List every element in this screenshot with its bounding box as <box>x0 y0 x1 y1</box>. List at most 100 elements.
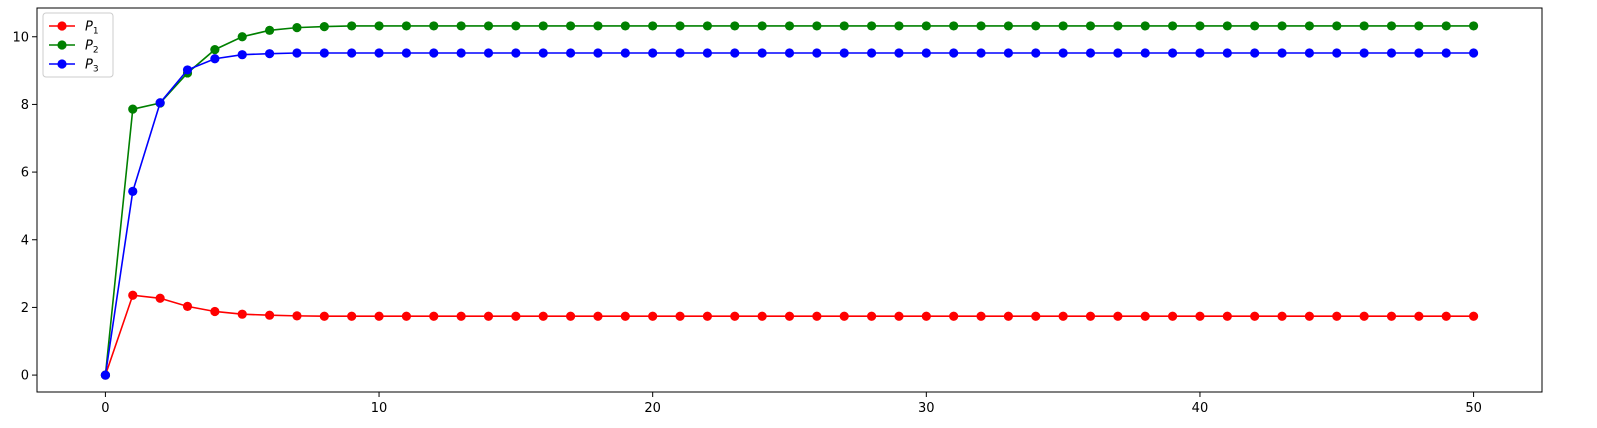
data-point <box>839 48 849 58</box>
data-point <box>210 54 220 64</box>
data-point <box>1277 48 1287 58</box>
data-point <box>264 49 275 59</box>
data-point <box>812 21 822 31</box>
data-point <box>866 21 877 31</box>
data-point <box>1250 48 1260 58</box>
axes-frame <box>36 7 1543 393</box>
legend-item: P1 <box>49 20 99 37</box>
data-point <box>1003 21 1014 31</box>
data-point <box>565 21 576 31</box>
data-point <box>210 45 220 55</box>
data-point <box>648 311 658 321</box>
data-point <box>456 311 466 321</box>
data-point <box>483 311 494 321</box>
data-point <box>1031 311 1041 321</box>
legend-label: P1 <box>85 20 99 37</box>
data-point <box>1113 21 1123 31</box>
data-point <box>538 21 548 31</box>
data-point <box>456 48 466 58</box>
data-point <box>1250 21 1260 31</box>
data-point <box>511 311 521 321</box>
data-point <box>1003 48 1014 58</box>
legend-item: P3 <box>49 58 99 75</box>
data-point <box>949 311 959 321</box>
data-point <box>1414 48 1424 58</box>
data-point <box>949 21 959 31</box>
data-point <box>1113 48 1123 58</box>
data-point <box>401 48 412 58</box>
data-point <box>292 311 302 321</box>
data-point <box>839 311 849 321</box>
data-point <box>1386 311 1397 321</box>
plot-marks <box>100 21 1479 380</box>
data-point <box>1386 48 1397 58</box>
data-point <box>620 311 630 321</box>
data-point <box>1414 311 1424 321</box>
data-point <box>921 48 931 58</box>
data-point <box>894 48 904 58</box>
data-point <box>675 48 685 58</box>
data-point <box>483 48 494 58</box>
data-point <box>593 311 603 321</box>
data-point <box>1003 311 1014 321</box>
data-point <box>347 48 357 58</box>
data-point <box>812 48 822 58</box>
data-point <box>1031 21 1041 31</box>
data-point <box>1195 48 1205 58</box>
data-point <box>128 104 138 114</box>
data-point <box>347 21 357 31</box>
data-point <box>866 48 877 58</box>
data-point <box>620 21 630 31</box>
data-point <box>292 48 302 58</box>
data-point <box>949 48 959 58</box>
data-point <box>538 311 548 321</box>
data-point <box>1277 311 1287 321</box>
data-point <box>730 21 740 31</box>
y-tick-label: 0 <box>21 369 29 384</box>
data-point <box>538 48 548 58</box>
data-point <box>1167 21 1178 31</box>
data-point <box>374 48 384 58</box>
x-axis: 0 10 20 30 40 50 <box>101 392 1482 416</box>
data-point <box>1468 48 1479 58</box>
data-point <box>483 21 494 31</box>
data-point <box>1250 311 1260 321</box>
data-point <box>976 311 986 321</box>
data-point <box>128 290 138 300</box>
data-point <box>319 311 329 321</box>
legend-swatch-marker <box>57 40 67 50</box>
data-point <box>675 311 685 321</box>
data-point <box>620 48 630 58</box>
data-point <box>1058 48 1068 58</box>
x-tick-label: 0 <box>101 401 109 416</box>
series-2 <box>100 21 1479 380</box>
data-point <box>429 21 439 31</box>
data-point <box>1140 48 1150 58</box>
y-tick-label: 6 <box>21 166 29 181</box>
data-point <box>319 22 329 32</box>
data-point <box>702 311 713 321</box>
data-point <box>1222 21 1232 31</box>
data-point <box>1468 21 1479 31</box>
data-point <box>292 23 302 33</box>
data-point <box>456 21 466 31</box>
legend: P1 P2 P3 <box>42 12 114 78</box>
data-point <box>100 370 111 380</box>
data-point <box>1085 21 1096 31</box>
data-point <box>565 311 576 321</box>
data-point <box>866 311 877 321</box>
data-point <box>182 65 193 75</box>
series-line <box>104 52 1474 376</box>
series-3 <box>100 48 1479 380</box>
series-line <box>104 25 1474 376</box>
data-point <box>784 311 795 321</box>
data-point <box>593 48 603 58</box>
data-point <box>401 21 412 31</box>
data-point <box>757 311 767 321</box>
data-point <box>511 48 521 58</box>
data-point <box>1277 21 1287 31</box>
data-point <box>347 311 357 321</box>
data-point <box>1304 48 1315 58</box>
data-point <box>237 309 247 319</box>
